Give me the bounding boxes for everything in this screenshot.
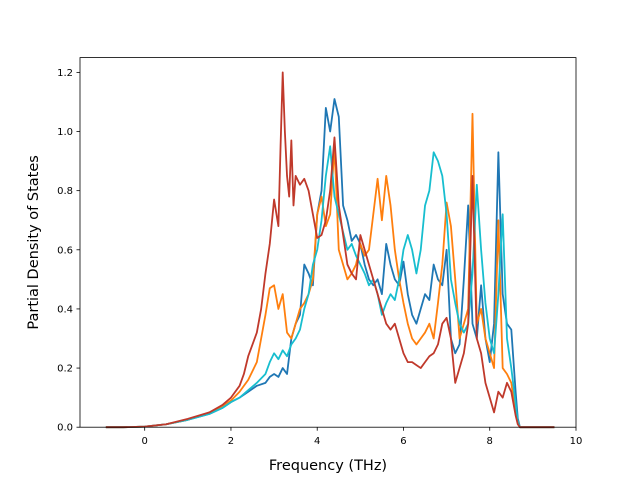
x-tick-label: 0	[142, 436, 148, 447]
y-tick-label: 0.4	[57, 304, 73, 315]
series-line-4	[105, 71, 555, 429]
y-tick-label: 0.8	[57, 186, 73, 197]
y-tick-label: 0.2	[57, 364, 73, 375]
x-axis-ticks: 0 2 4 6 8 10	[142, 427, 583, 447]
y-tick-label: 1.2	[57, 68, 73, 79]
x-tick-label: 8	[487, 436, 493, 447]
series-layer	[105, 71, 555, 429]
y-tick-label: 1.0	[57, 127, 73, 138]
x-axis-label: Frequency (THz)	[269, 458, 387, 474]
y-tick-label: 0.6	[57, 245, 73, 256]
x-tick-label: 2	[228, 436, 234, 447]
y-axis-ticks: 0.0 0.2 0.4 0.6 0.8 1.0 1.2	[57, 68, 80, 434]
y-axis-label: Partial Density of States	[26, 155, 42, 329]
x-tick-label: 6	[400, 436, 406, 447]
x-tick-label: 4	[314, 436, 320, 447]
series-line-2	[105, 112, 555, 429]
y-tick-label: 0.0	[57, 423, 73, 434]
x-tick-label: 10	[570, 436, 583, 447]
series-line-1	[105, 98, 555, 429]
plot-frame	[79, 57, 577, 428]
